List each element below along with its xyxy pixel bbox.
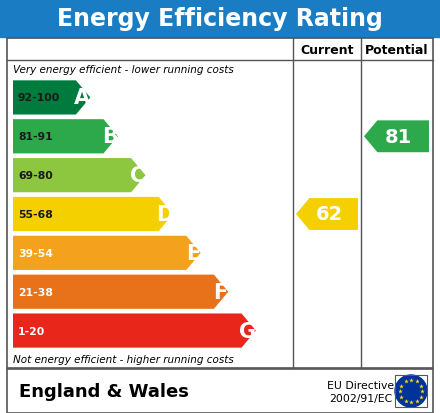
Polygon shape	[13, 314, 256, 348]
Text: C: C	[130, 166, 145, 186]
Text: 62: 62	[315, 205, 343, 224]
Circle shape	[395, 375, 427, 407]
Text: 2002/91/EC: 2002/91/EC	[330, 393, 392, 403]
Text: Energy Efficiency Rating: Energy Efficiency Rating	[57, 7, 383, 31]
Text: G: G	[239, 321, 257, 341]
Text: A: A	[74, 88, 91, 108]
Text: 21-38: 21-38	[18, 287, 53, 297]
Text: Current: Current	[300, 43, 354, 56]
Bar	[7, 39, 433, 368]
Text: D: D	[157, 204, 174, 224]
Polygon shape	[13, 275, 228, 309]
Text: Not energy efficient - higher running costs: Not energy efficient - higher running co…	[13, 354, 234, 364]
Text: Potential: Potential	[365, 43, 429, 56]
Text: 92-100: 92-100	[18, 93, 60, 103]
Polygon shape	[364, 121, 429, 153]
Text: B: B	[102, 127, 118, 147]
Bar	[0, 0, 440, 38]
Polygon shape	[13, 81, 90, 115]
Text: 81: 81	[385, 128, 412, 147]
Text: 55-68: 55-68	[18, 209, 53, 219]
Text: Very energy efficient - lower running costs: Very energy efficient - lower running co…	[13, 65, 234, 75]
Polygon shape	[13, 236, 201, 270]
Text: 39-54: 39-54	[18, 248, 53, 258]
Text: E: E	[186, 243, 200, 263]
Polygon shape	[296, 199, 358, 230]
Bar	[395, 375, 427, 407]
Text: EU Directive: EU Directive	[327, 380, 395, 390]
Bar	[7, 369, 433, 413]
Text: 69-80: 69-80	[18, 171, 53, 181]
Polygon shape	[13, 159, 146, 193]
Text: F: F	[213, 282, 227, 302]
Text: England & Wales: England & Wales	[19, 382, 189, 400]
Text: 1-20: 1-20	[18, 326, 45, 336]
Text: 81-91: 81-91	[18, 132, 53, 142]
Polygon shape	[13, 197, 173, 232]
Polygon shape	[13, 120, 118, 154]
